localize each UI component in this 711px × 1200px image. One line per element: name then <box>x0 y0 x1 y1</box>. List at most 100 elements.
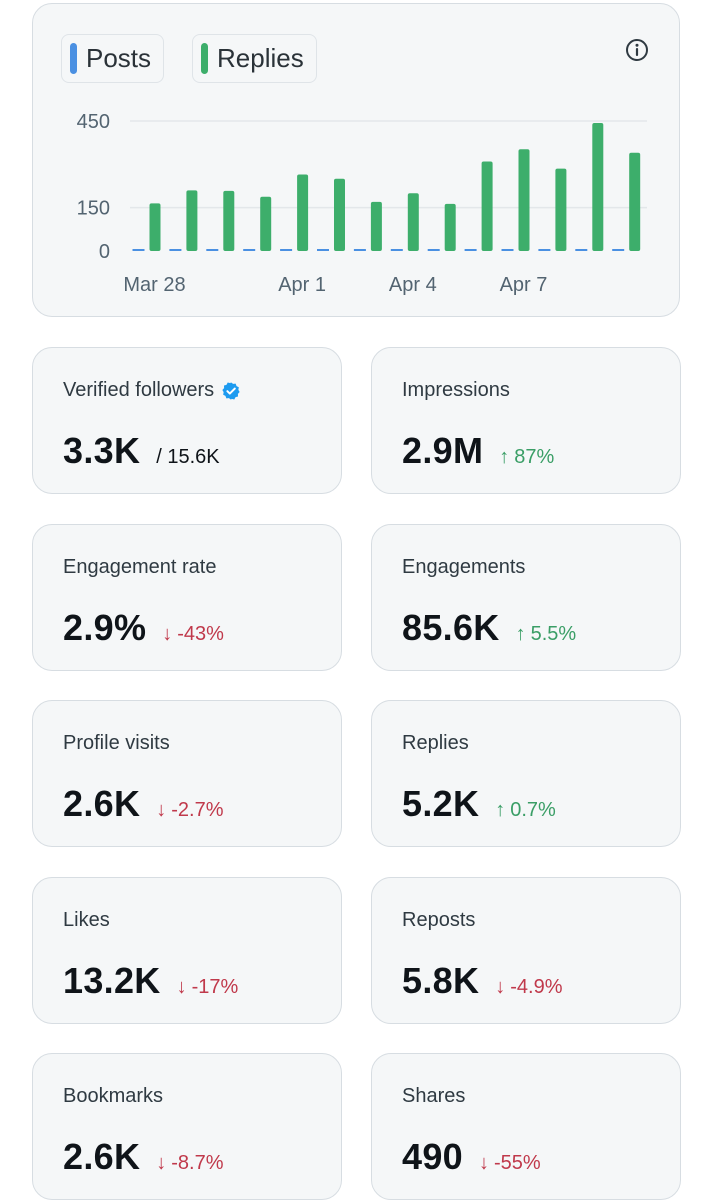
metric-change-value: -43% <box>177 623 224 645</box>
metric-label: Impressions <box>402 379 510 401</box>
bar-replies <box>370 201 382 251</box>
metric-label: Verified followers <box>63 379 215 401</box>
bar-replies <box>481 161 493 251</box>
legend-replies[interactable]: Replies <box>192 34 317 83</box>
metric-value: 2.9M <box>402 430 484 471</box>
metric-card-shares[interactable]: Shares 490 ↓ -55% <box>371 1053 681 1200</box>
metric-change: ↓ -2.7% <box>156 799 223 822</box>
bar-posts <box>390 249 403 251</box>
bar-posts <box>427 249 440 251</box>
metric-value: 2.9% <box>63 607 147 648</box>
metric-change-value: -55% <box>493 1152 541 1174</box>
x-tick-label: Apr 4 <box>389 274 437 296</box>
x-tick-label: Apr 1 <box>278 274 326 296</box>
metric-value: 2.6K <box>63 1136 141 1177</box>
metric-label: Engagements <box>402 556 526 578</box>
metric-label: Replies <box>402 732 469 754</box>
metric-value-row: 5.8K ↓ -4.9% <box>402 960 563 1002</box>
metric-card-reposts[interactable]: Reposts 5.8K ↓ -4.9% <box>371 877 681 1024</box>
y-tick-label: 450 <box>77 111 110 133</box>
metric-value-row: 2.9M ↑ 87% <box>402 430 554 472</box>
verified-badge-icon <box>222 381 240 400</box>
metric-change-value: -17% <box>191 976 239 998</box>
metric-label: Engagement rate <box>63 556 217 578</box>
bar-replies <box>592 123 604 251</box>
metric-label: Reposts <box>402 909 476 931</box>
bar-posts <box>169 249 182 251</box>
bar-posts <box>612 249 625 251</box>
bar-replies <box>555 168 567 251</box>
activity-bar-chart: 0 150 450 Mar 28 Apr 1 Apr 4 Apr 7 <box>77 111 647 296</box>
bar-posts <box>243 249 256 251</box>
arrow-down-icon: ↓ <box>162 623 173 645</box>
x-tick-label: Apr 7 <box>500 274 548 296</box>
metric-value: 3.3K <box>63 430 141 471</box>
metric-label: Shares <box>402 1085 466 1107</box>
bar-replies <box>223 190 235 251</box>
metric-change-value: 0.7% <box>510 799 556 821</box>
metric-value: 2.6K <box>63 783 141 824</box>
arrow-up-icon: ↑ <box>515 623 526 645</box>
metric-change-value: -2.7% <box>171 799 224 821</box>
bar-replies <box>518 149 530 251</box>
metric-value-row: 2.6K ↓ -8.7% <box>63 1136 224 1178</box>
bar-replies <box>444 203 456 251</box>
bar-replies <box>186 190 198 251</box>
metric-value-row: 2.6K ↓ -2.7% <box>63 783 224 825</box>
bar-posts <box>501 249 514 251</box>
bar-replies <box>334 178 345 251</box>
metric-change-value: -4.9% <box>510 976 563 998</box>
metric-change: ↓ -55% <box>479 1152 541 1175</box>
legend-posts-swatch <box>70 43 77 74</box>
legend-replies-label: Replies <box>217 43 304 73</box>
info-icon[interactable] <box>625 38 649 62</box>
arrow-up-icon: ↑ <box>499 446 510 468</box>
metric-total: / 15.6K <box>156 446 220 468</box>
metric-value: 5.2K <box>402 783 480 824</box>
bar-posts <box>132 249 145 251</box>
bar-posts <box>538 249 551 251</box>
metric-value-row: 3.3K / 15.6K <box>63 430 220 472</box>
metric-label: Profile visits <box>63 732 170 754</box>
bar-replies <box>260 196 272 251</box>
metric-label: Likes <box>63 909 110 931</box>
arrow-down-icon: ↓ <box>176 976 187 998</box>
activity-chart-card: 0 150 450 Mar 28 Apr 1 Apr 4 Apr 7 Posts Repli… <box>32 3 680 317</box>
metric-card-engagement-rate[interactable]: Engagement rate 2.9% ↓ -43% <box>32 524 342 671</box>
metric-change-value: 5.5% <box>530 623 577 645</box>
arrow-down-icon: ↓ <box>156 1152 167 1174</box>
metric-value: 5.8K <box>402 960 480 1001</box>
metric-card-likes[interactable]: Likes 13.2K ↓ -17% <box>32 877 342 1024</box>
bar-posts <box>575 249 588 251</box>
metric-card-impressions[interactable]: Impressions 2.9M ↑ 87% <box>371 347 681 494</box>
arrow-down-icon: ↓ <box>495 976 506 998</box>
metric-change-value: 87% <box>514 446 555 468</box>
bar-replies <box>629 152 641 251</box>
arrow-up-icon: ↑ <box>495 799 506 821</box>
metric-change: ↑ 5.5% <box>516 623 577 646</box>
metric-value-row: 5.2K ↑ 0.7% <box>402 783 556 825</box>
bar-posts <box>206 249 219 251</box>
metric-label: Bookmarks <box>63 1085 164 1107</box>
y-tick-label: 0 <box>99 241 110 263</box>
x-tick-label: Mar 28 <box>123 274 185 296</box>
arrow-down-icon: ↓ <box>478 1152 489 1174</box>
metric-value-row: 2.9% ↓ -43% <box>63 607 224 649</box>
metric-card-replies[interactable]: Replies 5.2K ↑ 0.7% <box>371 700 681 847</box>
bar-posts <box>280 249 293 251</box>
bar-posts <box>464 249 477 251</box>
bar-replies <box>407 193 419 251</box>
metric-value-row: 490 ↓ -55% <box>402 1136 541 1178</box>
legend-posts-label: Posts <box>86 43 152 73</box>
bar-replies <box>149 203 161 251</box>
metric-card-bookmarks[interactable]: Bookmarks 2.6K ↓ -8.7% <box>32 1053 342 1200</box>
metric-card-profile-visits[interactable]: Profile visits 2.6K ↓ -2.7% <box>32 700 342 847</box>
metric-card-verified-followers[interactable]: Verified followers 3.3K / 15.6K <box>32 347 342 494</box>
metric-change: ↑ 87% <box>499 446 554 469</box>
metric-change: ↑ 0.7% <box>495 799 556 822</box>
y-tick-label: 150 <box>77 198 110 220</box>
metric-card-engagements[interactable]: Engagements 85.6K ↑ 5.5% <box>371 524 681 671</box>
legend-posts[interactable]: Posts <box>61 34 165 83</box>
arrow-down-icon: ↓ <box>156 799 167 821</box>
legend-replies-swatch <box>201 43 208 74</box>
